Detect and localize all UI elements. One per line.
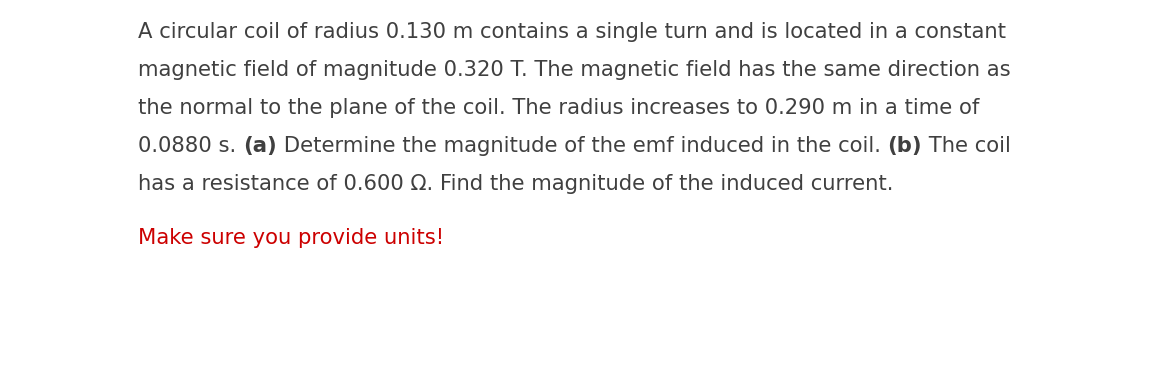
Text: magnetic field of magnitude 0.320 T. The magnetic field has the same direction a: magnetic field of magnitude 0.320 T. The… xyxy=(138,60,1011,80)
Text: The coil: The coil xyxy=(922,136,1011,156)
Text: Make sure you provide units!: Make sure you provide units! xyxy=(138,228,445,248)
Text: (b): (b) xyxy=(887,136,922,156)
Text: A circular coil of radius 0.130 m contains a single turn and is located in a con: A circular coil of radius 0.130 m contai… xyxy=(138,22,1006,42)
Text: the normal to the plane of the coil. The radius increases to 0.290 m in a time o: the normal to the plane of the coil. The… xyxy=(138,98,979,118)
Text: 0.0880 s.: 0.0880 s. xyxy=(138,136,243,156)
Text: Determine the magnitude of the emf induced in the coil.: Determine the magnitude of the emf induc… xyxy=(276,136,887,156)
Text: (a): (a) xyxy=(243,136,276,156)
Text: has a resistance of 0.600 Ω. Find the magnitude of the induced current.: has a resistance of 0.600 Ω. Find the ma… xyxy=(138,174,894,194)
